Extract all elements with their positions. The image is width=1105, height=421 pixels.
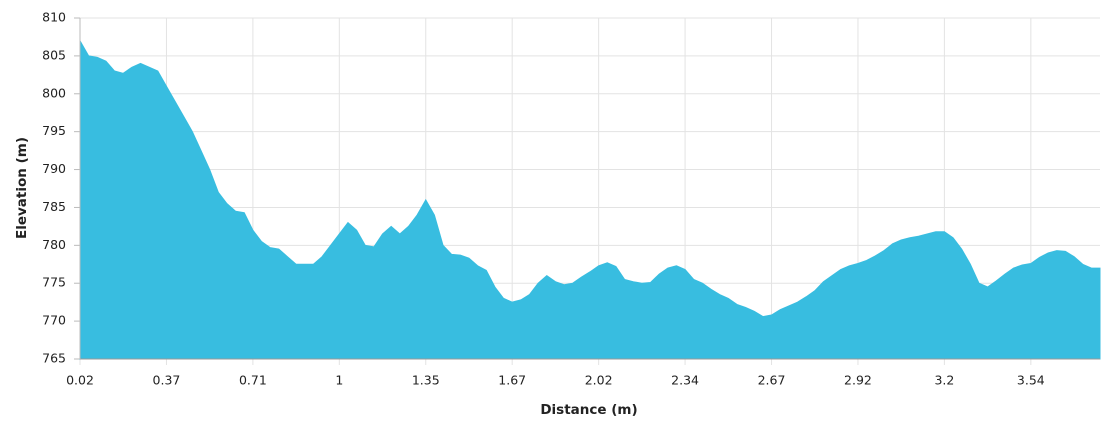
y-tick-label: 770 bbox=[42, 313, 66, 328]
x-tick-label: 1 bbox=[335, 373, 343, 388]
x-tick-label: 2.92 bbox=[844, 373, 872, 388]
elevation-area bbox=[79, 38, 1101, 360]
x-tick-label: 2.02 bbox=[585, 373, 613, 388]
x-tick-label: 0.37 bbox=[153, 373, 181, 388]
x-tick-label: 3.54 bbox=[1017, 373, 1045, 388]
y-tick-label: 800 bbox=[42, 85, 66, 100]
y-tick-label: 785 bbox=[42, 199, 66, 214]
labels: 765 770 775 780 785 790 795 800 805 810 0.02 0.37 0.… bbox=[42, 10, 1100, 388]
y-tick-label: 775 bbox=[42, 275, 66, 290]
y-tick-label: 780 bbox=[42, 237, 66, 252]
x-tick-label: 1.35 bbox=[412, 373, 440, 388]
plot-area bbox=[79, 38, 1101, 360]
y-tick-label: 790 bbox=[42, 161, 66, 176]
y-tick-label: 795 bbox=[42, 123, 66, 138]
x-tick-label: 0.02 bbox=[66, 373, 94, 388]
x-tick-label: 0.71 bbox=[239, 373, 267, 388]
y-axis-title: Elevation (m) bbox=[14, 137, 30, 239]
y-tick-label: 805 bbox=[42, 47, 66, 62]
x-tick-label: 3.2 bbox=[934, 373, 954, 388]
x-tick-label: 1.67 bbox=[498, 373, 526, 388]
x-tick-label: 2.34 bbox=[671, 373, 699, 388]
x-tick-label: 2.67 bbox=[758, 373, 786, 388]
x-axis-title: Distance (m) bbox=[540, 402, 637, 418]
y-tick-label: 810 bbox=[42, 10, 66, 25]
y-tick-label: 765 bbox=[42, 351, 66, 366]
